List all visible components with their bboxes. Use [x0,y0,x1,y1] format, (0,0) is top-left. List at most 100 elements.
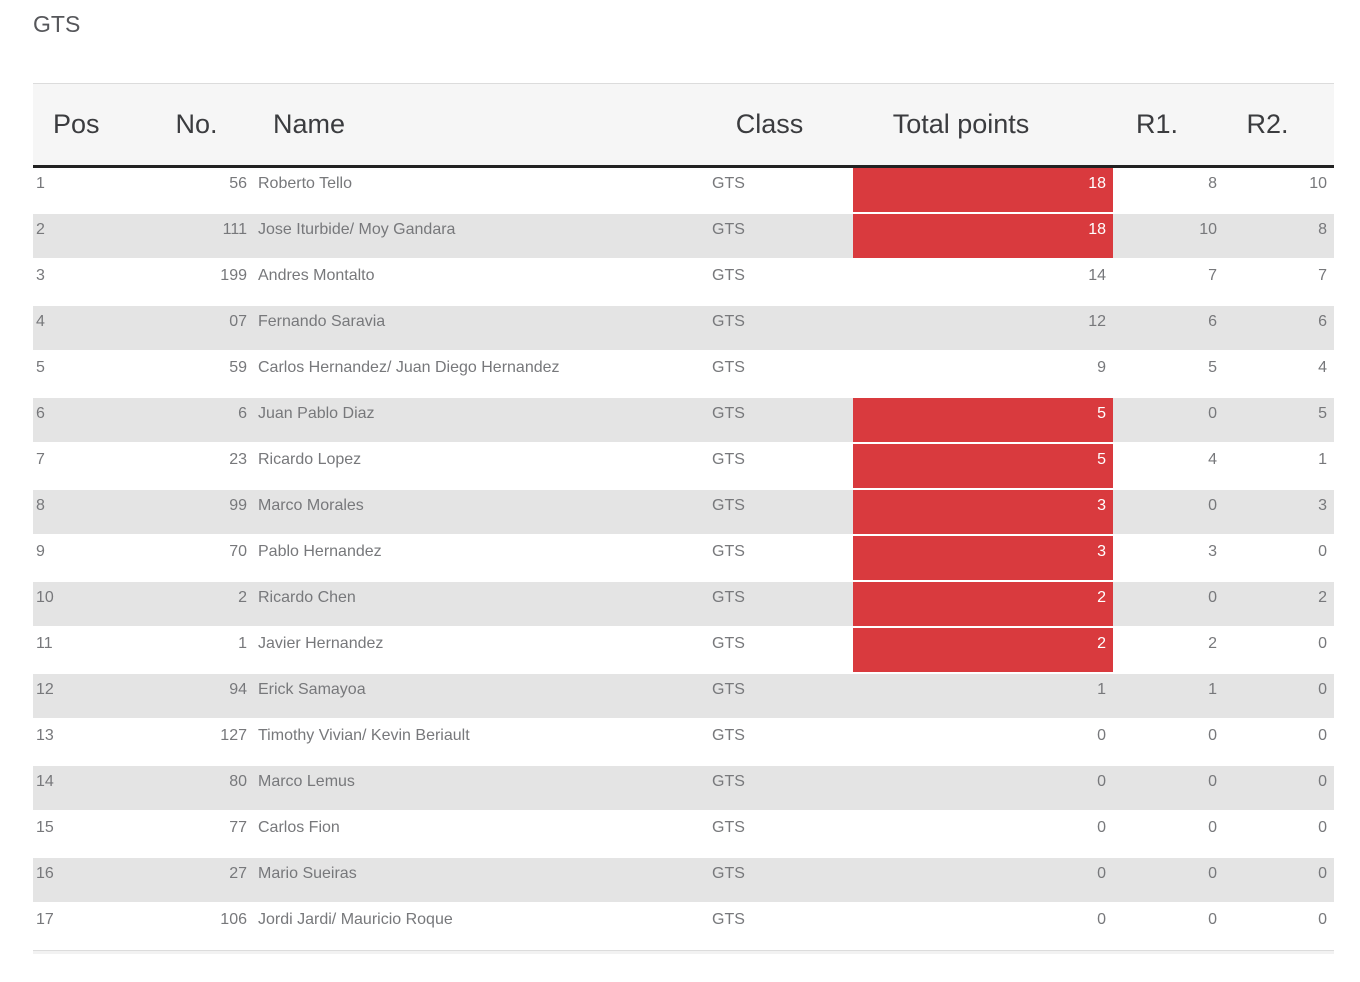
table-row: 10 2 Ricardo Chen GTS 2 0 2 [33,582,1334,628]
cell-no: 127 [140,720,253,766]
cell-total-points: 3 [853,490,1113,536]
header-row: Pos No. Name Class Total points R1. R2. [33,83,1334,168]
cell-total-points: 5 [853,398,1113,444]
cell-class: GTS [700,582,853,628]
cell-no: 94 [140,674,253,720]
cell-pos: 8 [33,490,140,536]
cell-pos: 1 [33,168,140,214]
cell-r2: 0 [1223,766,1334,812]
cell-pos: 12 [33,674,140,720]
table-row: 3 199 Andres Montalto GTS 14 7 7 [33,260,1334,306]
cell-total-points: 2 [853,628,1113,674]
cell-name: Mario Sueiras [253,858,700,904]
cell-r2: 0 [1223,536,1334,582]
cell-name: Ricardo Chen [253,582,700,628]
table-row: 7 23 Ricardo Lopez GTS 5 4 1 [33,444,1334,490]
results-table-header: Pos No. Name Class Total points R1. R2. [33,83,1334,168]
cell-r2: 1 [1223,444,1334,490]
cell-no: 80 [140,766,253,812]
table-row: 1 56 Roberto Tello GTS 18 8 10 [33,168,1334,214]
cell-total-points: 0 [853,766,1113,812]
cell-name: Carlos Fion [253,812,700,858]
cell-r1: 0 [1113,812,1223,858]
cell-pos: 13 [33,720,140,766]
next-section-top-edge [33,950,1334,954]
column-header-r2: R2. [1223,83,1334,168]
cell-r2: 0 [1223,812,1334,858]
cell-name: Jose Iturbide/ Moy Gandara [253,214,700,260]
cell-no: 27 [140,858,253,904]
class-section-title: GTS [33,11,81,37]
cell-class: GTS [700,720,853,766]
table-row: 17 106 Jordi Jardi/ Mauricio Roque GTS 0… [33,904,1334,950]
cell-r2: 0 [1223,674,1334,720]
cell-total-points: 2 [853,582,1113,628]
cell-name: Erick Samayoa [253,674,700,720]
cell-pos: 9 [33,536,140,582]
cell-r2: 4 [1223,352,1334,398]
table-row: 11 1 Javier Hernandez GTS 2 2 0 [33,628,1334,674]
cell-r2: 0 [1223,904,1334,950]
cell-pos: 17 [33,904,140,950]
column-header-total-points: Total points [853,83,1113,168]
cell-class: GTS [700,812,853,858]
cell-total-points: 5 [853,444,1113,490]
table-row: 9 70 Pablo Hernandez GTS 3 3 0 [33,536,1334,582]
cell-r2: 8 [1223,214,1334,260]
cell-no: 23 [140,444,253,490]
table-row: 14 80 Marco Lemus GTS 0 0 0 [33,766,1334,812]
cell-r1: 2 [1113,628,1223,674]
cell-no: 199 [140,260,253,306]
cell-r2: 0 [1223,858,1334,904]
cell-class: GTS [700,536,853,582]
cell-r1: 0 [1113,398,1223,444]
cell-r1: 8 [1113,168,1223,214]
cell-pos: 11 [33,628,140,674]
cell-name: Fernando Saravia [253,306,700,352]
cell-r2: 5 [1223,398,1334,444]
cell-class: GTS [700,260,853,306]
cell-total-points: 12 [853,306,1113,352]
cell-r2: 6 [1223,306,1334,352]
cell-pos: 7 [33,444,140,490]
cell-class: GTS [700,352,853,398]
cell-no: 07 [140,306,253,352]
table-row: 13 127 Timothy Vivian/ Kevin Beriault GT… [33,720,1334,766]
cell-pos: 10 [33,582,140,628]
cell-no: 70 [140,536,253,582]
cell-class: GTS [700,168,853,214]
cell-class: GTS [700,904,853,950]
cell-pos: 14 [33,766,140,812]
cell-class: GTS [700,444,853,490]
cell-r1: 1 [1113,674,1223,720]
cell-total-points: 3 [853,536,1113,582]
cell-total-points: 18 [853,214,1113,260]
table-row: 2 111 Jose Iturbide/ Moy Gandara GTS 18 … [33,214,1334,260]
cell-class: GTS [700,674,853,720]
cell-r1: 0 [1113,582,1223,628]
cell-r2: 0 [1223,720,1334,766]
cell-name: Javier Hernandez [253,628,700,674]
cell-r2: 2 [1223,582,1334,628]
cell-r1: 10 [1113,214,1223,260]
cell-no: 59 [140,352,253,398]
cell-class: GTS [700,858,853,904]
column-header-name: Name [253,83,700,168]
cell-r1: 5 [1113,352,1223,398]
cell-total-points: 0 [853,858,1113,904]
cell-r2: 0 [1223,628,1334,674]
table-row: 12 94 Erick Samayoa GTS 1 1 0 [33,674,1334,720]
cell-total-points: 0 [853,904,1113,950]
cell-total-points: 14 [853,260,1113,306]
cell-name: Timothy Vivian/ Kevin Beriault [253,720,700,766]
cell-no: 99 [140,490,253,536]
cell-class: GTS [700,490,853,536]
cell-no: 106 [140,904,253,950]
cell-class: GTS [700,214,853,260]
cell-name: Marco Lemus [253,766,700,812]
column-header-class: Class [700,83,853,168]
cell-pos: 6 [33,398,140,444]
cell-name: Jordi Jardi/ Mauricio Roque [253,904,700,950]
cell-no: 77 [140,812,253,858]
cell-r1: 0 [1113,766,1223,812]
